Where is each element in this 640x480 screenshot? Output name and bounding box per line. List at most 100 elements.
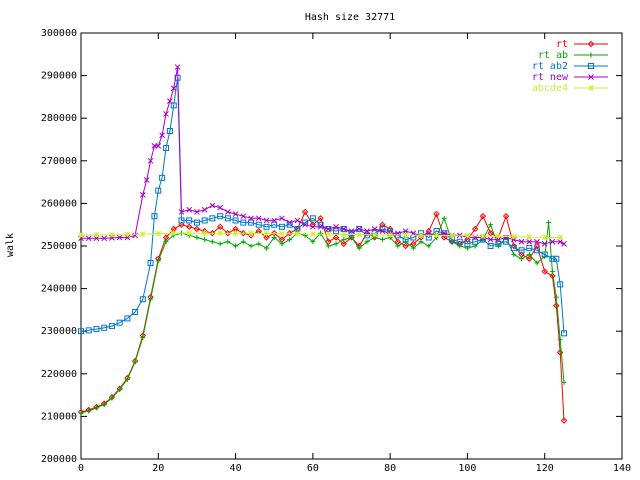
data-point [109,232,115,238]
data-point [553,255,560,262]
data-point [294,217,301,224]
data-point [248,215,254,222]
data-point [433,210,440,218]
data-point [340,231,347,238]
data-point [356,226,363,232]
data-point [471,225,479,233]
x-tick-label: 100 [458,463,476,474]
data-point [510,233,517,240]
data-point [155,258,161,264]
data-point [557,281,564,288]
legend-label: rt [556,39,568,50]
data-point [155,143,162,149]
data-point [263,234,270,241]
data-point [85,235,92,242]
data-point [225,239,231,245]
data-point [364,228,370,234]
data-point [248,230,254,237]
series-line [80,210,565,421]
axis-ticks: 0 20 40 60 80 100 120 140 200000 210000 220000 2300… [41,28,631,474]
data-point [271,221,278,228]
data-point [488,222,494,228]
data-point [325,226,332,232]
data-point [224,230,232,237]
data-point [93,326,100,333]
data-point [209,239,215,245]
data-point [159,132,166,139]
data-point [561,241,567,247]
data-point [441,234,448,241]
data-point [495,233,502,240]
data-point [317,215,324,222]
data-point [449,232,455,239]
data-point [159,174,166,181]
y-tick-label: 300000 [41,28,77,39]
legend-entry: rt new [532,72,608,83]
data-point [279,230,285,237]
data-point [433,232,440,239]
data-point [333,223,339,230]
data-point [549,238,556,245]
data-point [553,302,560,309]
data-point [124,231,131,238]
data-point [201,217,208,224]
data-point [147,260,154,267]
data-point [101,235,108,242]
data-point [480,233,486,240]
data-point [78,410,84,416]
data-point [464,232,471,239]
y-tick-label: 240000 [41,284,77,295]
data-point [533,242,541,250]
chart-title: Hash size 32771 [305,12,395,23]
data-point [287,237,293,243]
legend-entry: rt ab2 [532,61,608,72]
data-point [248,243,254,249]
data-point [541,268,548,275]
data-point [202,237,208,243]
data-point [302,221,308,228]
data-point [340,226,347,232]
data-point [139,192,146,198]
data-point [379,221,386,228]
data-point [310,223,316,230]
data-point [526,238,533,245]
data-point [155,230,162,237]
series-rt-new [78,64,567,247]
data-point [86,408,92,414]
data-point [263,230,270,237]
data-point [85,327,92,334]
y-tick-label: 200000 [41,454,77,465]
data-point [240,239,246,245]
data-point [132,359,138,365]
data-point [526,255,533,262]
data-point [310,231,316,237]
data-point [217,241,223,247]
series-line [80,232,561,238]
data-point [541,251,548,258]
x-tick-label: 40 [230,463,242,474]
y-tick-label: 210000 [41,411,77,422]
data-point [216,223,224,231]
y-tick-label: 230000 [41,326,77,337]
series-rt-ab2 [78,74,568,337]
data-point [163,145,170,152]
data-point [232,211,239,217]
data-point [139,231,146,237]
data-point [240,213,247,220]
legend-entry: rt [556,39,608,50]
data-point [301,208,309,216]
data-point [557,337,563,343]
data-point [561,379,567,385]
data-point [166,127,173,134]
data-point [518,238,525,245]
data-point [116,319,123,326]
data-point [186,230,193,237]
data-point [541,234,548,241]
data-point [143,177,150,183]
data-point [194,234,200,240]
data-point [286,219,293,226]
data-point [163,239,169,245]
data-point [217,204,223,211]
data-point [356,245,362,251]
